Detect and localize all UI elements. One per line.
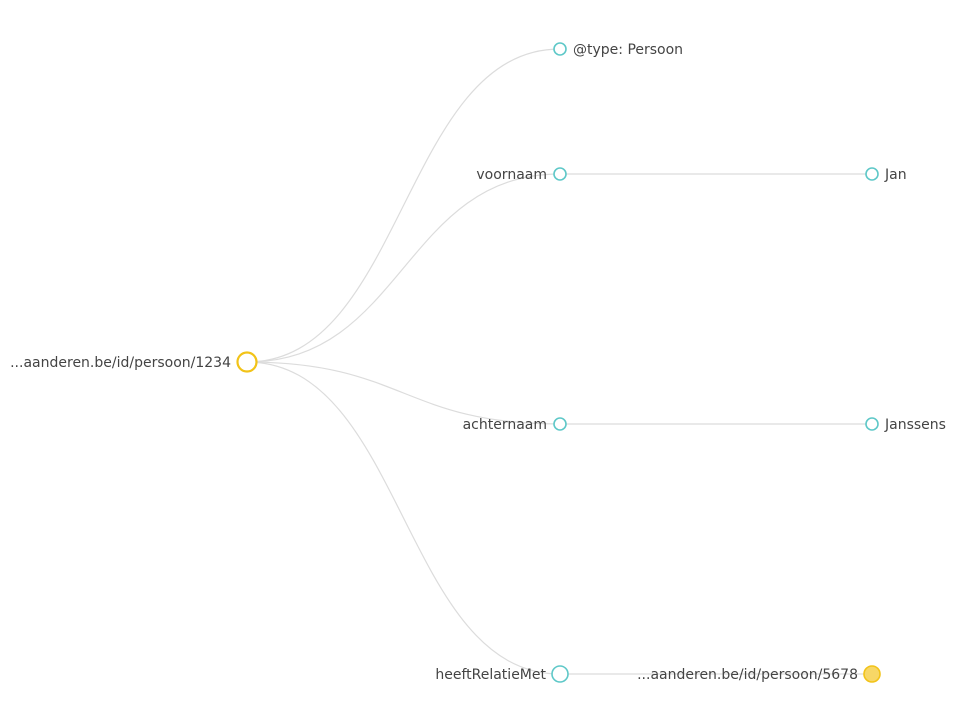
link-root-to-achternaam xyxy=(246,361,561,425)
root-node-label: ...aanderen.be/id/persoon/1234 xyxy=(10,355,231,371)
link-root-to-voornaam xyxy=(246,173,561,363)
tree-links xyxy=(246,48,872,675)
heeftrelatiemet-node-label: heeftRelatieMet xyxy=(435,667,546,683)
achternaam-node-label: achternaam xyxy=(463,417,547,433)
achternaam-node-circle[interactable] xyxy=(553,417,567,431)
link-root-to-type xyxy=(246,48,561,363)
node-property-voornaam[interactable]: voornaam xyxy=(476,167,567,183)
persoon-5678-node-circle[interactable] xyxy=(863,665,881,683)
voornaam-node-circle[interactable] xyxy=(553,167,567,181)
janssens-node-label: Janssens xyxy=(884,417,946,433)
type-node-label: @type: Persoon xyxy=(573,42,683,58)
node-literal-jan[interactable]: Jan xyxy=(865,167,907,183)
node-linked-resource-5678[interactable]: ...aanderen.be/id/persoon/5678 xyxy=(637,665,881,683)
jan-node-label: Jan xyxy=(884,167,907,183)
root-node-circle[interactable] xyxy=(236,351,258,373)
node-type[interactable]: @type: Persoon xyxy=(553,42,683,58)
link-root-to-heeftrelatiemet xyxy=(246,361,561,675)
type-node-circle[interactable] xyxy=(553,42,567,56)
voornaam-node-label: voornaam xyxy=(476,167,547,183)
persoon-5678-node-label: ...aanderen.be/id/persoon/5678 xyxy=(637,667,858,683)
node-root-resource[interactable]: ...aanderen.be/id/persoon/1234 xyxy=(10,351,258,373)
node-property-heeftrelatiemet[interactable]: heeftRelatieMet xyxy=(435,665,569,683)
node-property-achternaam[interactable]: achternaam xyxy=(463,417,567,433)
jan-node-circle[interactable] xyxy=(865,167,879,181)
node-literal-janssens[interactable]: Janssens xyxy=(865,417,946,433)
heeftrelatiemet-node-circle[interactable] xyxy=(551,665,569,683)
janssens-node-circle[interactable] xyxy=(865,417,879,431)
tree-nodes: ...aanderen.be/id/persoon/1234 @type: Pe… xyxy=(10,42,946,683)
